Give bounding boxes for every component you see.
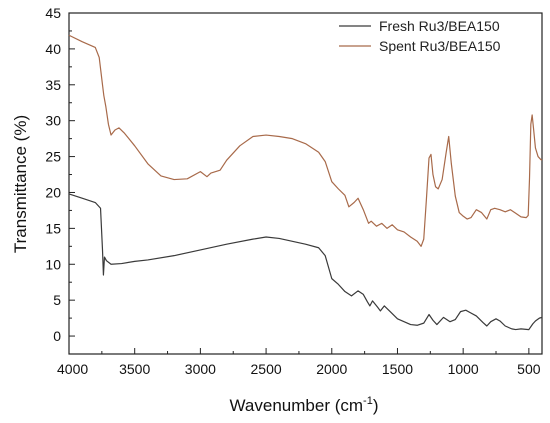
x-axis-title: Wavenumber (cm-1) [230,395,379,415]
plot-lines [68,34,543,331]
legend-label-spent: Spent Ru3/BEA150 [379,38,501,54]
x-tick-label: 1500 [382,361,413,377]
y-tick-label: 15 [45,220,61,236]
x-axis-title-superscript: -1 [363,395,373,407]
y-tick-label: 35 [45,77,61,93]
x-axis-title-main: Wavenumber (cm [230,396,364,415]
y-tick-label: 40 [45,41,61,57]
x-tick-label: 2000 [316,361,347,377]
y-tick-label: 10 [45,256,61,272]
x-tick-label: 4000 [57,361,88,377]
y-axis-ticks: 0 5 10 15 20 25 30 35 40 45 [45,5,75,344]
y-tick-label: 20 [45,184,61,200]
x-tick-label: 2500 [251,361,282,377]
y-tick-label: 5 [53,292,61,308]
y-tick-label: 30 [45,113,61,129]
y-tick-label: 45 [45,5,61,21]
x-axis-ticks: 4000 3500 3000 2500 2000 1500 1000 500 [57,348,541,377]
y-tick-label: 25 [45,149,61,165]
plot-frame [68,12,543,355]
series-line-fresh-ru3-bea150 [68,193,543,331]
y-tick-label: 0 [53,328,61,344]
x-axis-title-end: ) [373,396,379,415]
x-tick-label: 3500 [119,361,150,377]
legend-label-fresh: Fresh Ru3/BEA150 [379,18,500,34]
legend: Fresh Ru3/BEA150 Spent Ru3/BEA150 [339,18,501,54]
series-line-spent-ru3-bea150 [68,34,543,247]
x-tick-label: 1000 [448,361,479,377]
y-axis-title: Transmittance (%) [11,115,30,253]
x-tick-label: 500 [517,361,541,377]
x-tick-label: 3000 [185,361,216,377]
